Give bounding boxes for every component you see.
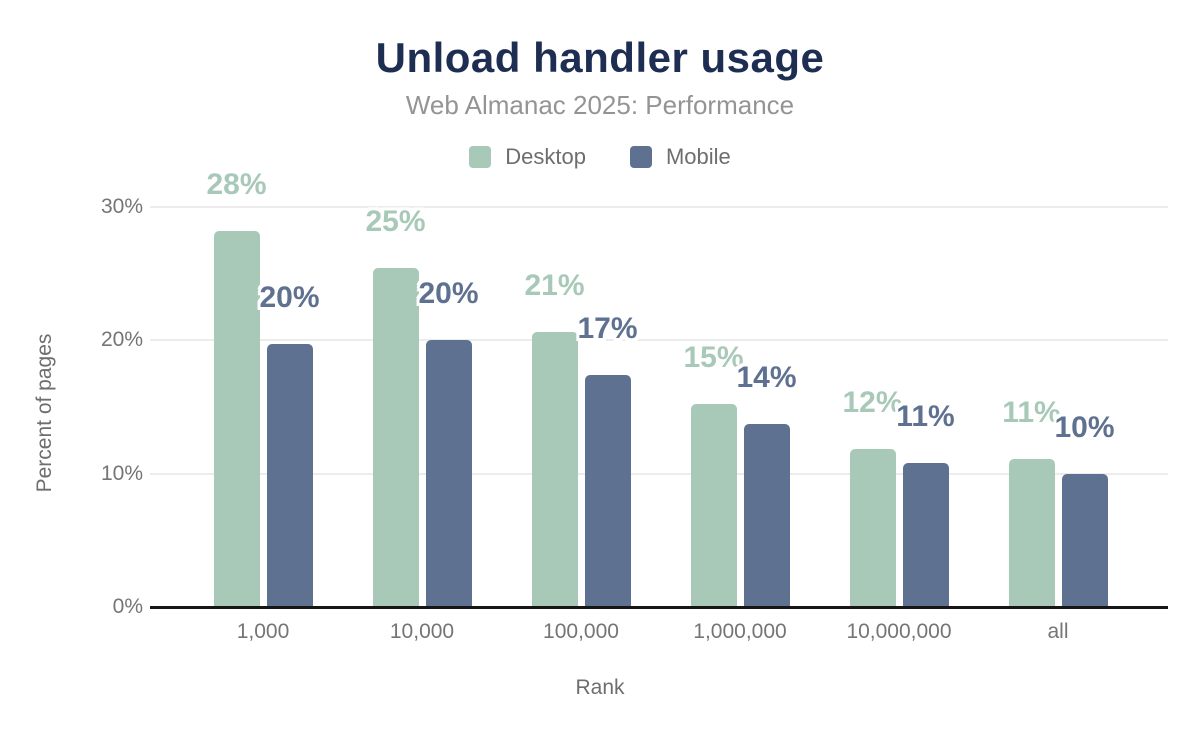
x-axis-title: Rank xyxy=(575,676,625,699)
x-axis-line xyxy=(150,606,1168,609)
x-tick-label-all: all xyxy=(1047,620,1069,643)
bar-label-desktop-10,000,000: 12% xyxy=(842,386,903,420)
y-tick-label: 0% xyxy=(112,595,143,618)
legend-item-mobile: Mobile xyxy=(629,144,731,170)
bar-label-desktop-100,000: 21% xyxy=(524,268,585,302)
legend-label: Desktop xyxy=(505,144,586,169)
legend-item-desktop: Desktop xyxy=(469,144,586,170)
x-tick-label-10,000,000: 10,000,000 xyxy=(846,620,952,643)
bar-label-mobile-1,000: 20% xyxy=(259,281,320,314)
bar-mobile-1,000,000 xyxy=(743,424,790,607)
bar-desktop-all xyxy=(1008,458,1055,607)
bar-desktop-10,000 xyxy=(372,267,419,607)
bar-mobile-all xyxy=(1061,473,1108,607)
bar-label-mobile-100,000: 17% xyxy=(577,311,638,345)
bar-desktop-100,000 xyxy=(531,331,578,607)
x-tick-label-1,000,000: 1,000,000 xyxy=(693,620,787,643)
bar-desktop-10,000,000 xyxy=(849,449,896,607)
bar-desktop-1,000 xyxy=(213,230,260,607)
bar-desktop-1,000,000 xyxy=(690,404,737,607)
y-tick-label: 10% xyxy=(100,461,143,485)
bar-mobile-10,000 xyxy=(425,340,472,607)
bar-mobile-10,000,000 xyxy=(902,462,949,607)
bar-label-mobile-1,000,000: 14% xyxy=(736,361,797,395)
y-tick-label: 20% xyxy=(100,328,143,351)
bar-label-desktop-1,000,000: 15% xyxy=(683,341,744,375)
x-tick-label-10,000: 10,000 xyxy=(389,620,455,643)
bar-label-mobile-10,000,000: 11% xyxy=(896,399,955,433)
y-tick-label: 30% xyxy=(100,194,143,218)
y-axis-title: Percent of pages xyxy=(33,333,56,493)
chart-title: Unload handler usage xyxy=(375,34,825,81)
gridline-20% xyxy=(150,339,1168,341)
legend-label: Mobile xyxy=(665,144,731,169)
chart-subtitle: Web Almanac 2025: Performance xyxy=(405,90,795,120)
gridline-30% xyxy=(150,205,1168,208)
legend-swatch-desktop xyxy=(469,146,492,168)
legend: Desktop Mobile xyxy=(0,144,1200,170)
legend-swatch-mobile xyxy=(629,146,652,168)
bar-label-mobile-all: 10% xyxy=(1054,410,1115,444)
x-tick-label-100,000: 100,000 xyxy=(543,620,619,643)
bar-mobile-1,000 xyxy=(266,344,313,607)
bar-label-desktop-all: 11% xyxy=(1002,395,1061,429)
bar-label-desktop-10,000: 25% xyxy=(365,204,426,238)
bar-label-desktop-1,000: 28% xyxy=(206,167,267,201)
gridline-10% xyxy=(150,472,1168,475)
bar-label-mobile-10,000: 20% xyxy=(418,277,479,310)
x-tick-label-1,000: 1,000 xyxy=(236,620,290,643)
bar-mobile-100,000 xyxy=(584,374,631,607)
